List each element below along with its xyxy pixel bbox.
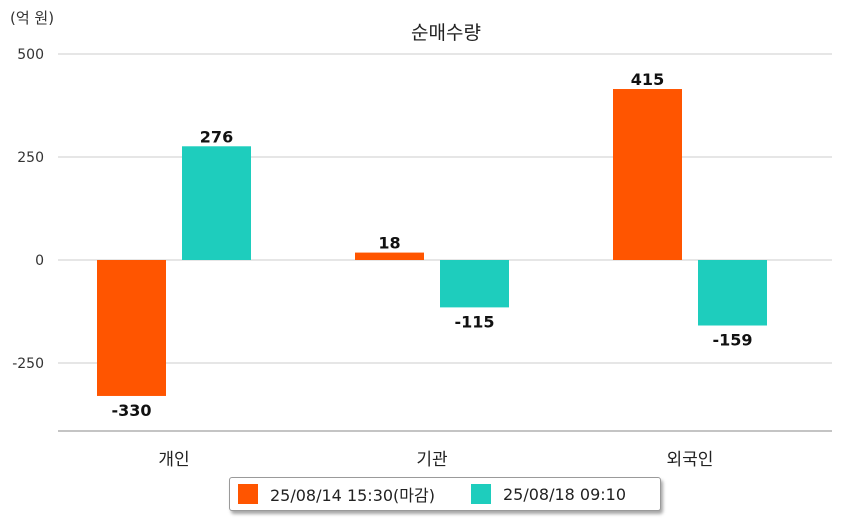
y-tick-label: 250: [17, 150, 44, 166]
legend-swatch-series-1: [238, 484, 258, 504]
data-label: 415: [631, 70, 664, 89]
bar-2-1[interactable]: [182, 146, 251, 260]
data-label: 276: [200, 127, 233, 146]
bar-1-2[interactable]: [355, 252, 424, 260]
legend-item-series-2[interactable]: 25/08/18 09:10: [470, 484, 627, 504]
bar-1-3[interactable]: [613, 89, 682, 261]
legend: 25/08/14 15:30(마감) 25/08/18 09:10: [229, 477, 661, 511]
data-label: -330: [111, 401, 151, 420]
bar-2-2[interactable]: [440, 260, 509, 308]
data-label: -115: [454, 312, 494, 331]
legend-label-series-2: 25/08/18 09:10: [502, 484, 627, 504]
bar-1-1[interactable]: [97, 260, 166, 396]
legend-swatch-series-2: [470, 484, 491, 504]
x-tick-label: 기관: [416, 450, 447, 470]
y-tick-label: -250: [12, 356, 44, 372]
chart-title: 순매수량: [411, 22, 481, 44]
y-tick-label: 500: [17, 47, 44, 63]
unit-label: (억 원): [10, 9, 55, 27]
data-label: -159: [712, 331, 752, 350]
legend-label-series-1: 25/08/14 15:30(마감): [270, 486, 435, 505]
y-tick-label: 0: [35, 253, 44, 269]
data-labels: -330 276 18 -115 415 -159: [111, 70, 752, 420]
bars: [97, 89, 767, 396]
x-tick-label: 외국인: [667, 450, 714, 470]
data-label: 18: [378, 234, 400, 253]
bar-2-3[interactable]: [698, 260, 767, 326]
x-tick-label: 개인: [158, 450, 189, 470]
axes: 500 250 0 -250 개인 기관 외국인: [12, 47, 832, 470]
legend-item-series-1[interactable]: 25/08/14 15:30(마감): [238, 482, 435, 506]
